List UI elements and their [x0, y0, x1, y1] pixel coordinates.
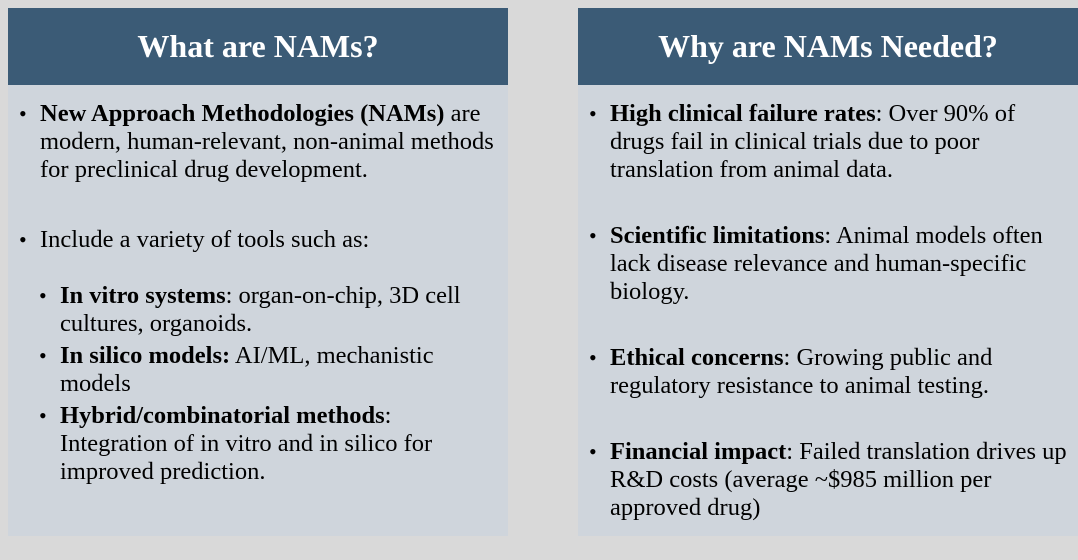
sub-item-in-vitro: • In vitro systems: organ-on-chip, 3D cel…: [39, 282, 500, 338]
item-term: Financial impact: [610, 438, 787, 465]
left-panel-title: What are NAMs?: [8, 8, 508, 85]
sub-item-text: AI/ML, mechanistic models: [60, 342, 434, 397]
tools-intro-text: Include a variety of tools such as:: [40, 226, 370, 253]
sub-item-hybrid: • Hybrid/combinatorial methods: Integrati…: [39, 402, 500, 486]
sub-item-term: Hybrid/combinatorial methods: [60, 402, 385, 429]
sub-item-text: : Integration of in vitro and in silico …: [60, 402, 433, 485]
list-item-scientific-limitations: • Scientific limitations: Animal models o…: [589, 222, 1075, 306]
item-term: Ethical concerns: [610, 344, 784, 371]
bullet-icon: •: [39, 283, 47, 308]
tools-sub-list: • In vitro systems: organ-on-chip, 3D cel…: [39, 282, 500, 490]
list-item-clinical-failure: • High clinical failure rates: Over 90% o…: [589, 100, 1075, 184]
right-bullet-list: • High clinical failure rates: Over 90% o…: [589, 100, 1075, 560]
nams-definition-text: are modern, human-relevant, non-animal m…: [40, 100, 494, 183]
why-nams-needed-panel: Why are NAMs Needed? • High clinical fail…: [578, 8, 1078, 536]
bullet-icon: •: [589, 439, 597, 464]
nams-term: New Approach Methodologies (NAMs): [40, 100, 445, 127]
left-bullet-list: • New Approach Methodologies (NAMs) are m…: [19, 100, 505, 254]
list-item-nams-definition: • New Approach Methodologies (NAMs) are m…: [19, 100, 505, 184]
item-term: High clinical failure rates: [610, 100, 876, 127]
sub-item-in-silico: • In silico models: AI/ML, mechanistic mo…: [39, 342, 500, 398]
bullet-icon: •: [19, 227, 27, 252]
sub-item-term: In vitro systems: [60, 282, 226, 309]
what-are-nams-panel: What are NAMs? • New Approach Methodologi…: [8, 8, 508, 536]
bullet-icon: •: [19, 101, 27, 126]
item-term: Scientific limitations: [610, 222, 825, 249]
bullet-icon: •: [589, 223, 597, 248]
list-item-ethical-concerns: • Ethical concerns: Growing public and re…: [589, 344, 1075, 400]
list-item-financial-impact: • Financial impact: Failed translation dr…: [589, 438, 1075, 522]
bullet-icon: •: [39, 343, 47, 368]
bullet-icon: •: [589, 345, 597, 370]
sub-item-text: : organ-on-chip, 3D cell cultures, organ…: [60, 282, 461, 337]
item-text: : Over 90% of drugs fail in clinical tri…: [610, 100, 1016, 183]
item-text: : Animal models often lack disease relev…: [610, 222, 1043, 305]
bullet-icon: •: [39, 403, 47, 428]
right-panel-title: Why are NAMs Needed?: [578, 8, 1078, 85]
item-text: : Growing public and regulatory resistan…: [610, 344, 993, 399]
sub-item-term: In silico models:: [60, 342, 231, 369]
item-text: : Failed translation drives up R&D costs…: [610, 438, 1067, 521]
bullet-icon: •: [589, 101, 597, 126]
list-item-tools-intro: • Include a variety of tools such as:: [19, 226, 505, 254]
